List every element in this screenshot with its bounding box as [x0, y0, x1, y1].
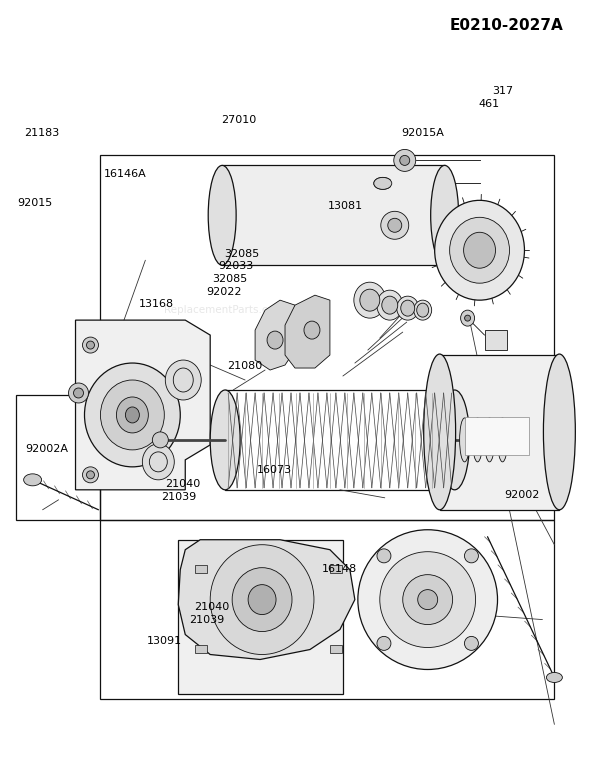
Ellipse shape [149, 452, 168, 472]
Ellipse shape [546, 672, 562, 682]
Ellipse shape [450, 217, 510, 283]
Text: 92002: 92002 [504, 490, 539, 500]
Text: ReplacementParts.com: ReplacementParts.com [164, 305, 284, 315]
Ellipse shape [484, 418, 494, 462]
Ellipse shape [152, 432, 168, 448]
Ellipse shape [435, 200, 525, 300]
Ellipse shape [354, 282, 386, 318]
Ellipse shape [24, 474, 42, 486]
Bar [100, 156, 555, 520]
Text: 13168: 13168 [139, 299, 174, 309]
Ellipse shape [83, 337, 99, 353]
Ellipse shape [543, 354, 575, 510]
Bar [100, 520, 555, 699]
Text: 92022: 92022 [206, 287, 242, 297]
Text: 21183: 21183 [24, 128, 60, 138]
Ellipse shape [100, 380, 164, 450]
Bar [195, 645, 207, 652]
Text: 13091: 13091 [147, 636, 182, 646]
Bar [330, 564, 342, 573]
Ellipse shape [400, 156, 409, 166]
Ellipse shape [464, 636, 478, 651]
Bar [464, 417, 529, 455]
Text: 92002A: 92002A [25, 443, 68, 453]
Ellipse shape [374, 177, 392, 190]
Bar [178, 540, 343, 695]
Ellipse shape [380, 552, 476, 648]
Ellipse shape [460, 418, 470, 462]
Ellipse shape [401, 300, 415, 316]
Ellipse shape [84, 363, 181, 467]
Text: 16148: 16148 [322, 564, 357, 574]
Text: E0210-2027A: E0210-2027A [450, 18, 564, 32]
Ellipse shape [87, 471, 94, 479]
Bar [330, 645, 342, 652]
Text: 461: 461 [478, 99, 500, 109]
Text: 32085: 32085 [224, 249, 260, 259]
Polygon shape [285, 295, 330, 368]
Ellipse shape [360, 289, 380, 311]
Ellipse shape [358, 530, 497, 669]
Polygon shape [178, 540, 355, 659]
Ellipse shape [83, 467, 99, 483]
Ellipse shape [414, 300, 432, 320]
Ellipse shape [388, 218, 402, 232]
Text: 92015: 92015 [17, 198, 53, 208]
Ellipse shape [464, 232, 496, 268]
Text: 21040: 21040 [194, 602, 229, 612]
Ellipse shape [464, 549, 478, 563]
Text: 16073: 16073 [257, 465, 292, 475]
Text: 92033: 92033 [218, 261, 254, 271]
Ellipse shape [403, 574, 453, 625]
Ellipse shape [210, 390, 240, 490]
Ellipse shape [418, 590, 438, 610]
Ellipse shape [304, 321, 320, 339]
Ellipse shape [424, 354, 455, 510]
Ellipse shape [232, 567, 292, 631]
Ellipse shape [267, 331, 283, 349]
Ellipse shape [208, 166, 236, 265]
Text: 27010: 27010 [221, 115, 257, 125]
Ellipse shape [396, 296, 419, 320]
Bar [440, 355, 559, 510]
Ellipse shape [126, 407, 139, 423]
Ellipse shape [377, 636, 391, 651]
Ellipse shape [473, 418, 483, 462]
Text: 32085: 32085 [212, 274, 248, 284]
Ellipse shape [394, 150, 416, 171]
Text: 21040: 21040 [166, 479, 201, 489]
Ellipse shape [464, 315, 471, 321]
Text: 13081: 13081 [327, 201, 362, 211]
Ellipse shape [381, 211, 409, 239]
Bar [222, 166, 445, 265]
Text: 21039: 21039 [189, 615, 224, 625]
Ellipse shape [440, 390, 470, 490]
Ellipse shape [116, 397, 148, 433]
Ellipse shape [165, 360, 201, 400]
Ellipse shape [377, 290, 403, 320]
Ellipse shape [417, 303, 429, 317]
Polygon shape [76, 320, 210, 490]
Ellipse shape [431, 166, 458, 265]
Ellipse shape [74, 388, 84, 398]
Ellipse shape [497, 418, 507, 462]
Ellipse shape [248, 584, 276, 614]
Ellipse shape [210, 545, 314, 655]
Ellipse shape [173, 368, 194, 392]
Ellipse shape [68, 383, 88, 403]
Bar [195, 564, 207, 573]
Ellipse shape [142, 444, 174, 480]
Text: 16146A: 16146A [104, 169, 146, 179]
Text: 21080: 21080 [227, 362, 263, 372]
Ellipse shape [87, 341, 94, 349]
Ellipse shape [382, 296, 398, 314]
Ellipse shape [461, 310, 474, 326]
Text: 21039: 21039 [161, 492, 196, 502]
Polygon shape [255, 300, 295, 370]
Ellipse shape [377, 549, 391, 563]
Text: 317: 317 [492, 86, 513, 96]
Bar [16, 395, 100, 520]
Text: 92015A: 92015A [401, 128, 444, 138]
Bar [484, 330, 506, 350]
